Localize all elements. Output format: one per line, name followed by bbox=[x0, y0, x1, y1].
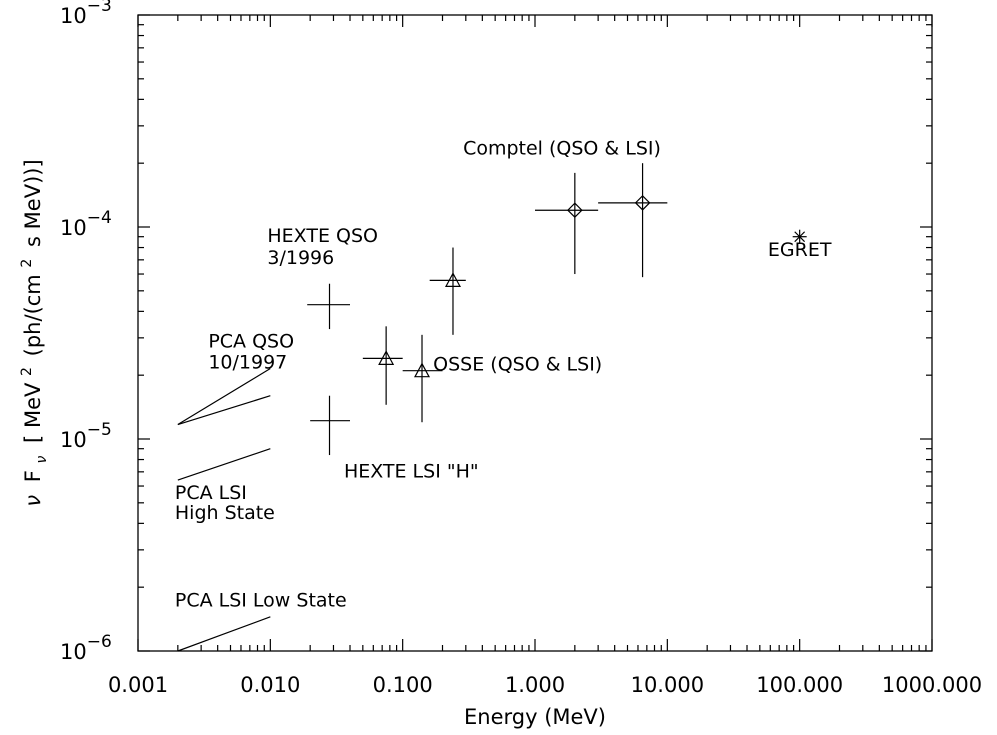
data-point bbox=[535, 172, 599, 275]
asterisk-marker bbox=[794, 231, 806, 243]
data-point bbox=[310, 395, 351, 456]
annotation-label: HEXTE LSI "H" bbox=[344, 460, 479, 482]
x-tick-label: 0.010 bbox=[240, 673, 300, 697]
x-tick-label: 100.000 bbox=[756, 673, 843, 697]
y-title-sub: ν bbox=[34, 455, 50, 463]
spectrum-line bbox=[177, 448, 271, 481]
x-tick-label: 0.001 bbox=[108, 673, 168, 697]
x-tick-label: 0.100 bbox=[373, 673, 433, 697]
data-points bbox=[307, 163, 807, 456]
y-title-nu: ν bbox=[21, 495, 45, 507]
data-point bbox=[429, 247, 466, 335]
y-title-F: F bbox=[21, 470, 45, 482]
data-point bbox=[598, 163, 668, 278]
annotation-label: PCA QSO bbox=[208, 331, 294, 353]
x-tick-labels: 0.001 0.010 0.100 1.000 10.000 100.000 1000.00… bbox=[108, 673, 982, 697]
x-tick-label: 1000.000 bbox=[882, 673, 982, 697]
spectrum-line bbox=[177, 616, 271, 652]
x-tick-label: 10.000 bbox=[631, 673, 704, 697]
y-title-sup-b: 2 bbox=[19, 259, 35, 268]
y-tick-label: 10−6 bbox=[60, 632, 112, 664]
data-point bbox=[402, 334, 443, 423]
annotation-label: OSSE (QSO & LSI) bbox=[433, 354, 602, 376]
triangle-marker bbox=[413, 362, 431, 378]
axis-ticks bbox=[137, 14, 933, 652]
x-tick-label: 1.000 bbox=[505, 673, 565, 697]
spectrum-line bbox=[177, 395, 271, 426]
data-point bbox=[792, 229, 807, 244]
annotation-label: PCA LSI Low State bbox=[175, 590, 347, 612]
spectral-lines bbox=[177, 368, 271, 652]
y-tick-labels: 10−6 10−5 10−4 10−3 bbox=[60, 0, 112, 664]
x-axis-title: Energy (MeV) bbox=[464, 705, 606, 729]
diamond-marker bbox=[566, 202, 583, 219]
y-tick-label: 10−4 bbox=[60, 208, 112, 240]
y-title-mid: (ph/(cm bbox=[21, 274, 45, 356]
annotation-label: High State bbox=[175, 502, 275, 524]
data-point bbox=[362, 326, 403, 405]
annotation-label: PCA LSI bbox=[175, 482, 247, 504]
annotation-label: EGRET bbox=[768, 239, 832, 261]
annotation-label: 10/1997 bbox=[208, 352, 287, 374]
y-tick-label: 10−5 bbox=[60, 420, 112, 452]
annotation-label: HEXTE QSO bbox=[267, 225, 378, 247]
data-point bbox=[307, 283, 351, 330]
y-axis-title: ν F ν [ MeV 2 (ph/(cm 2 s MeV))] bbox=[12, 159, 51, 506]
y-tick-label: 10−3 bbox=[60, 0, 112, 28]
diamond-marker bbox=[634, 194, 651, 211]
annotation-label: Comptel (QSO & LSI) bbox=[463, 137, 661, 159]
spectrum-line bbox=[177, 368, 271, 426]
y-title-sup-a: 2 bbox=[19, 367, 35, 376]
triangle-marker bbox=[378, 350, 395, 365]
annotation-label: 3/1996 bbox=[267, 247, 334, 269]
y-title-tail: s MeV))] bbox=[21, 159, 45, 247]
triangle-marker bbox=[444, 272, 461, 287]
y-title-mev: MeV bbox=[21, 382, 45, 428]
y-title-bracket: [ bbox=[21, 435, 45, 443]
